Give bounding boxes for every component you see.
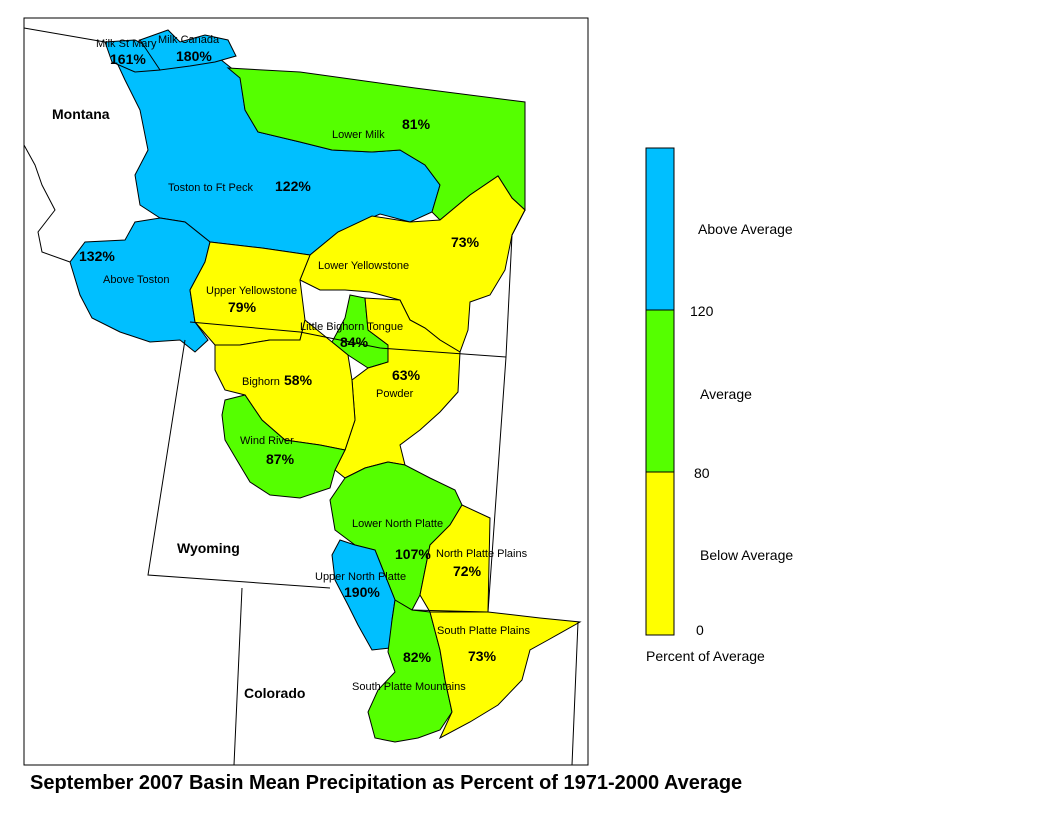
map-title: September 2007 Basin Mean Precipitation … — [30, 772, 743, 794]
label-upper-north-platte-pct: 190% — [344, 584, 380, 600]
basin-labels: Milk St Mary 161% Milk Canada 180% Lower… — [79, 34, 530, 693]
label-above-toston-name: Above Toston — [103, 274, 169, 286]
basin-bighorn — [214, 319, 356, 451]
label-south-platte-plains-name: South Platte Plains — [437, 625, 530, 637]
label-powder-name: Powder — [376, 388, 414, 400]
legend-label-above: Above Average — [698, 221, 793, 237]
label-milk-canada-pct: 180% — [176, 48, 212, 64]
basin-wind-river — [221, 394, 346, 499]
legend-swatch-below — [645, 471, 675, 636]
legend-swatch-above — [645, 147, 675, 311]
state-label-montana: Montana — [52, 106, 110, 122]
label-milk-st-mary-name: Milk St Mary — [96, 38, 157, 50]
label-south-platte-plains-pct: 73% — [468, 648, 497, 664]
label-lower-north-platte-name: Lower North Platte — [352, 518, 443, 530]
montana-east-border — [505, 102, 526, 358]
label-bighorn-name: Bighorn — [242, 376, 280, 388]
label-little-bighorn-tongue-pct: 84% — [340, 334, 369, 350]
label-upper-north-platte-name: Upper North Platte — [315, 571, 406, 583]
label-above-toston-pct: 132% — [79, 248, 115, 264]
label-little-bighorn-tongue-name: Little Bighorn Tongue — [300, 321, 403, 333]
label-lower-milk-pct: 81% — [402, 116, 431, 132]
basin-polygons — [69, 29, 582, 743]
label-south-platte-mountains-name: South Platte Mountains — [352, 681, 466, 693]
legend-break-120: 120 — [690, 303, 714, 319]
colorado-west-border — [233, 587, 243, 766]
label-south-platte-mountains-pct: 82% — [403, 649, 432, 665]
basin-south-platte-plains — [429, 611, 582, 740]
legend-swatch-average — [645, 309, 675, 473]
label-north-platte-plains-pct: 72% — [453, 563, 482, 579]
label-wind-river-name: Wind River — [240, 435, 294, 447]
montana-north-border — [23, 27, 106, 43]
montana-west-border — [23, 144, 71, 263]
label-upper-yellowstone-pct: 79% — [228, 299, 257, 315]
legend-label-average: Average — [700, 386, 752, 402]
label-toston-to-ft-peck-pct: 122% — [275, 178, 311, 194]
label-powder-pct: 63% — [392, 367, 421, 383]
legend-break-0: 0 — [696, 622, 704, 638]
label-bighorn-pct: 58% — [284, 372, 313, 388]
legend-title: Percent of Average — [646, 648, 765, 664]
label-upper-yellowstone-name: Upper Yellowstone — [206, 285, 297, 297]
label-lower-milk-name: Lower Milk — [332, 129, 385, 141]
label-wind-river-pct: 87% — [266, 451, 295, 467]
legend: Above Average Average Below Average 120 … — [645, 147, 793, 664]
state-borders — [23, 27, 579, 766]
colorado-east-border — [571, 621, 579, 766]
label-toston-to-ft-peck-name: Toston to Ft Peck — [168, 182, 253, 194]
label-lower-yellowstone-name: Lower Yellowstone — [318, 260, 409, 272]
state-label-wyoming: Wyoming — [177, 540, 240, 556]
label-lower-yellowstone-pct: 73% — [451, 234, 480, 250]
state-label-colorado: Colorado — [244, 685, 305, 701]
label-lower-north-platte-pct: 107% — [395, 546, 431, 562]
basin-above-toston — [69, 217, 211, 353]
legend-label-below: Below Average — [700, 547, 793, 563]
basin-lower-yellowstone — [299, 175, 526, 353]
label-milk-canada-name: Milk Canada — [158, 34, 220, 46]
label-north-platte-plains-name: North Platte Plains — [436, 548, 528, 560]
basin-milk-canada — [139, 29, 237, 71]
basin-north-platte-plains — [419, 504, 491, 613]
legend-break-80: 80 — [694, 465, 710, 481]
label-milk-st-mary-pct: 161% — [110, 51, 146, 67]
wyoming-border — [147, 339, 507, 613]
montana-wyoming-border — [189, 321, 507, 358]
